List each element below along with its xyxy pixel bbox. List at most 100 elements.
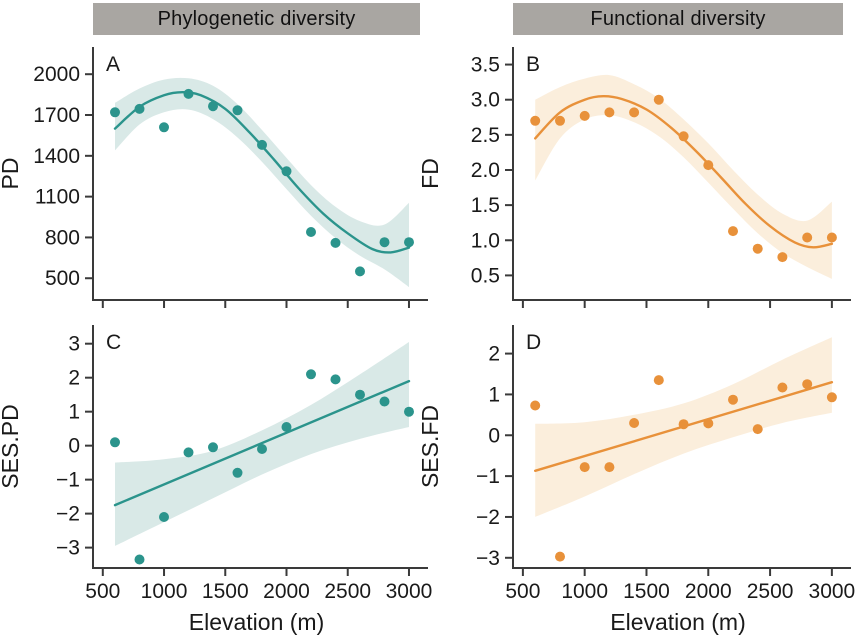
data-point-B-9: [752, 243, 763, 254]
data-point-A-1: [134, 103, 145, 114]
y-tick-label: −3: [476, 547, 500, 570]
data-point-A-5: [232, 105, 243, 116]
y-tick-label: 3.5: [471, 54, 500, 77]
data-point-A-10: [355, 266, 365, 277]
x-tick-label: 2500: [324, 580, 371, 603]
y-tick-label: −2: [476, 506, 500, 529]
y-tick-label: 800: [45, 226, 80, 249]
x-tick-label: 3000: [386, 580, 433, 603]
y-axis-title-A: PD: [0, 158, 23, 190]
data-point-D-2: [579, 462, 590, 473]
y-tick-label: 0: [488, 424, 500, 447]
data-point-A-11: [379, 237, 390, 248]
data-point-D-12: [826, 392, 837, 403]
y-tick-label: 1400: [33, 145, 80, 168]
y-tick-label: 0.5: [471, 264, 500, 287]
y-tick-label: −1: [56, 469, 80, 492]
y-axis-title-B: FD: [417, 158, 443, 189]
y-tick-label: 2000: [33, 63, 80, 86]
data-point-A-7: [281, 166, 292, 177]
data-point-B-6: [678, 131, 689, 142]
data-point-C-3: [183, 447, 194, 458]
data-point-A-2: [159, 122, 169, 133]
y-tick-label: 500: [45, 267, 80, 290]
panel-label-A: A: [106, 53, 120, 76]
y-axis-title-C: SES.PD: [0, 404, 23, 488]
data-point-C-0: [110, 437, 120, 448]
data-point-C-10: [355, 389, 365, 400]
y-tick-label: −3: [56, 537, 80, 560]
data-point-D-1: [555, 551, 565, 562]
data-point-B-1: [555, 115, 565, 126]
data-point-C-1: [134, 554, 145, 565]
data-point-C-2: [159, 512, 169, 522]
y-tick-label: 1.5: [471, 194, 500, 217]
data-point-B-10: [777, 252, 788, 263]
y-tick-label: 0: [68, 435, 80, 458]
y-tick-label: 2.5: [471, 124, 500, 147]
x-tick-label: 500: [505, 580, 540, 603]
data-point-B-5: [653, 94, 664, 105]
y-tick-label: 1: [488, 383, 500, 406]
data-point-A-0: [110, 107, 120, 118]
data-point-B-2: [579, 110, 590, 121]
x-tick-label: 2500: [747, 580, 794, 603]
data-point-D-3: [604, 462, 615, 473]
data-point-D-7: [703, 418, 714, 429]
confidence-band-B: [535, 74, 832, 279]
panel-label-C: C: [106, 331, 121, 354]
panel-label-D: D: [526, 331, 541, 354]
panel-label-B: B: [526, 53, 540, 76]
data-point-D-9: [752, 424, 763, 435]
y-tick-label: 2: [488, 343, 500, 366]
data-point-B-8: [728, 226, 738, 237]
data-point-B-7: [703, 160, 714, 171]
data-point-C-4: [208, 442, 218, 453]
data-point-D-11: [802, 379, 813, 390]
data-point-A-4: [208, 101, 218, 112]
y-tick-label: 1700: [33, 104, 80, 127]
y-axis-title-D: SES.FD: [417, 405, 443, 488]
data-point-D-0: [530, 400, 541, 411]
data-point-A-12: [404, 237, 414, 248]
data-point-C-12: [404, 406, 414, 417]
data-point-B-11: [802, 232, 813, 243]
data-point-A-8: [306, 227, 316, 237]
y-tick-label: 1100: [35, 186, 80, 209]
y-tick-label: 3: [68, 333, 80, 356]
column-header-phylogenetic-diversity: Phylogenetic diversity: [93, 3, 420, 35]
x-axis-title-C: Elevation (m): [189, 609, 324, 635]
data-point-B-0: [530, 115, 541, 126]
x-tick-label: 500: [85, 580, 120, 603]
x-tick-label: 2000: [685, 580, 732, 603]
x-tick-label: 1500: [623, 580, 670, 603]
data-point-A-6: [257, 139, 267, 150]
data-point-B-4: [629, 107, 640, 118]
x-tick-label: 1500: [202, 580, 249, 603]
data-point-C-6: [257, 444, 267, 454]
y-tick-label: −1: [476, 465, 500, 488]
data-point-B-12: [826, 232, 837, 243]
panel-B: 0.5 1.0 1.5 2.0 2.5 3.0 3.5 B FD: [417, 47, 851, 308]
x-axis-title-D: Elevation (m): [610, 609, 745, 635]
x-tick-label: 1000: [561, 580, 608, 603]
column-header-functional-diversity: Functional diversity: [513, 3, 843, 35]
y-tick-label: 2.0: [471, 159, 500, 182]
data-point-D-8: [728, 394, 738, 405]
data-point-D-4: [629, 418, 640, 428]
panel-C: −3 −2 −1 0 1 2 3 500 1000 1500 2000 2500 3000 C SES.PD…: [0, 325, 432, 635]
trend-line-C: [113, 379, 411, 507]
data-point-D-10: [777, 382, 788, 393]
confidence-band-A: [115, 77, 409, 288]
x-tick-label: 3000: [809, 580, 856, 603]
data-point-D-6: [678, 419, 689, 430]
data-point-C-5: [232, 467, 243, 478]
y-tick-label: 2: [68, 367, 80, 390]
data-point-B-3: [604, 107, 615, 118]
data-point-C-11: [379, 396, 390, 407]
x-tick-label: 2000: [263, 580, 310, 603]
panel-A: 500 800 1100 1400 1700 2000 A PD: [0, 47, 428, 308]
